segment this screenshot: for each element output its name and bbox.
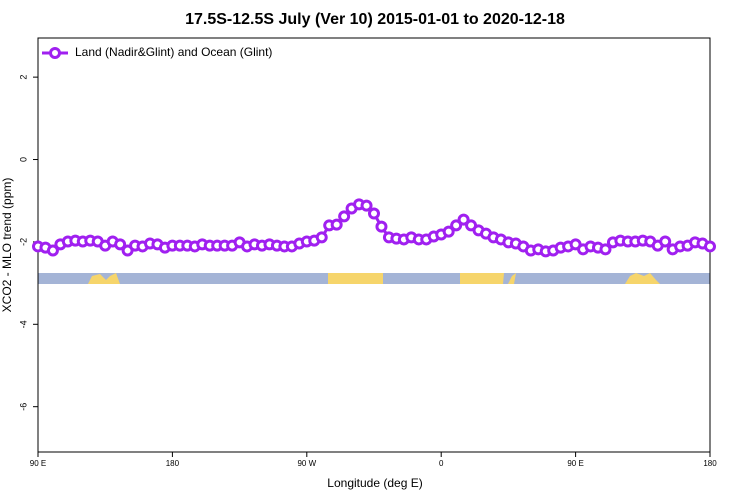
x-tick-label: 0 [439,459,444,468]
chart-title: 17.5S-12.5S July (Ver 10) 2015-01-01 to … [185,11,565,28]
data-point [368,207,380,220]
data-point [338,210,351,223]
data-point [457,213,470,226]
legend: Land (Nadir&Glint) and Ocean (Glint) [42,45,272,59]
data-point [375,220,388,233]
data-point [599,243,612,256]
x-tick-label: 180 [166,459,180,468]
y-tick-label: 0 [18,157,28,162]
data-point [315,231,328,244]
y-tick-label: -4 [18,320,28,328]
x-axis-label: Longitude (deg E) [327,476,422,490]
data-point [450,219,463,232]
data-point [114,238,127,251]
y-tick-label: -6 [18,403,28,411]
legend-label: Land (Nadir&Glint) and Ocean (Glint) [75,45,272,59]
data-point [360,199,373,212]
x-tick-label: 90 E [30,459,46,468]
data-point [46,244,59,257]
y-axis-label: XCO2 - MLO trend (ppm) [0,178,14,313]
y-tick-label: -2 [18,238,28,246]
y-tick-label: 2 [18,75,28,80]
x-tick-label: 90 W [297,459,316,468]
land-ocean-strip [38,273,710,284]
data-point [659,235,672,248]
data-point [704,240,716,253]
x-tick-label: 180 [703,459,717,468]
x-tick-label: 90 E [567,459,583,468]
data-point [442,225,455,238]
data-point [330,218,343,231]
